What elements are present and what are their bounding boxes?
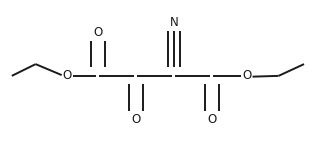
Text: O: O — [242, 69, 251, 82]
Text: O: O — [63, 69, 72, 82]
Text: O: O — [93, 25, 102, 39]
Text: O: O — [207, 113, 217, 126]
Text: O: O — [131, 113, 140, 126]
Text: N: N — [169, 16, 178, 29]
